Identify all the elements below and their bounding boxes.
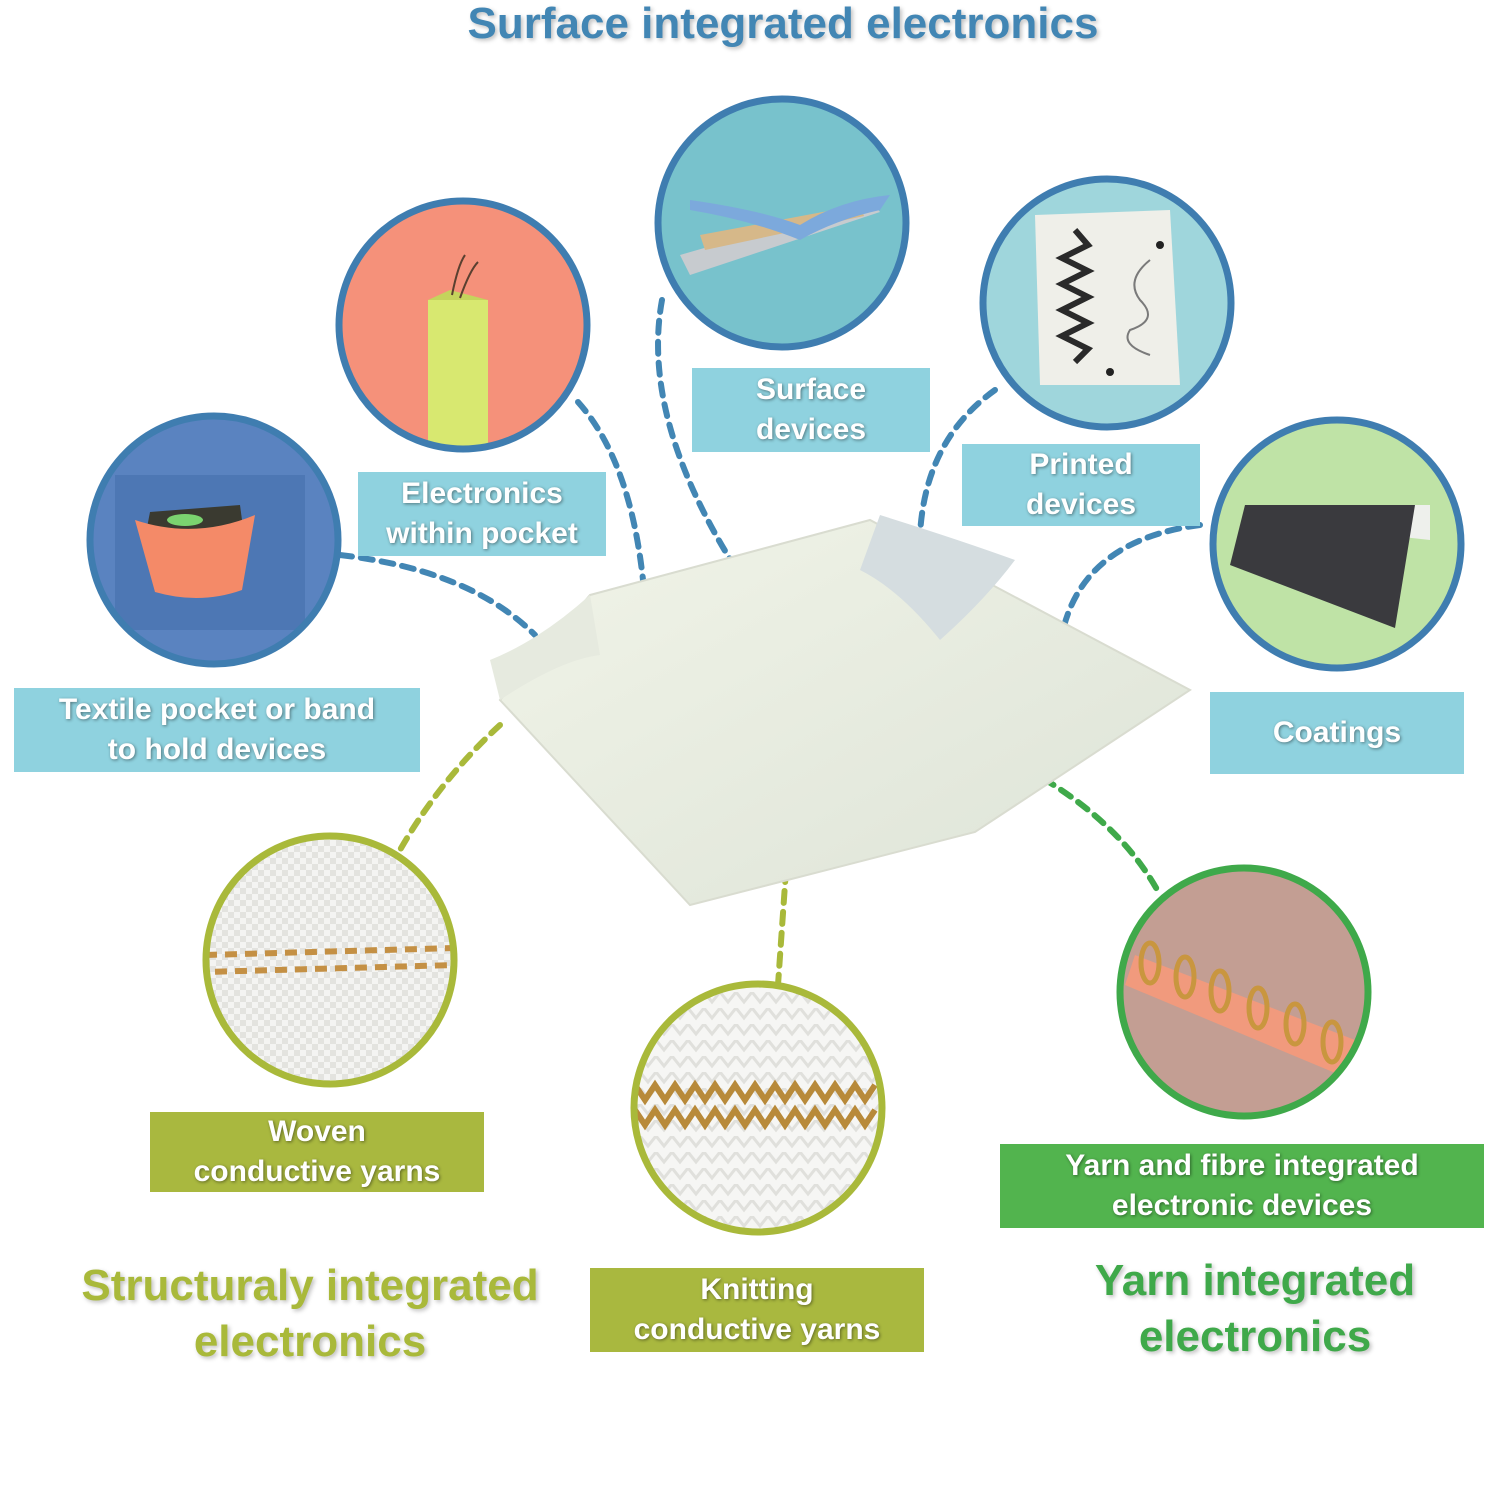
central-textile-sheet	[490, 515, 1192, 907]
yarn-title-line-1: Yarn integrated	[1094, 1256, 1416, 1305]
label-surface-line-2: devices	[755, 413, 867, 446]
label-yarn-fibre: Yarn and fibre integrated electronic dev…	[1000, 1144, 1484, 1228]
knitting-yarns-icon	[630, 980, 886, 1236]
label-printed-line-1: Printed	[1029, 448, 1133, 481]
structural-title-line-2: electronics	[193, 1317, 427, 1366]
yarn-title-line-2: electronics	[1138, 1312, 1372, 1361]
pocket-icon	[86, 412, 342, 668]
printed-devices-icon	[979, 175, 1235, 431]
connector-woven	[397, 722, 503, 853]
label-surface-devices: Surface devices	[692, 368, 930, 452]
electronics-within-pocket-icon	[335, 197, 591, 453]
label-surface-line-1: Surface	[755, 373, 867, 406]
surface-devices-icon	[654, 95, 910, 351]
label-electronics-within-pocket: Electronics within pocket	[358, 472, 606, 556]
structural-title-line-1: Structuraly integrated	[81, 1261, 539, 1310]
label-textile-pocket-line-1: Textile pocket or band	[58, 693, 376, 726]
label-printed-devices: Printed devices	[962, 444, 1200, 526]
connector-coatings	[1060, 522, 1203, 633]
label-knitting: Knitting conductive yarns	[590, 1268, 924, 1352]
yarn-integrated-title: Yarn integrated electronics	[1040, 1253, 1470, 1365]
connector-surface	[655, 297, 743, 578]
yarn-fibre-icon	[1116, 864, 1372, 1120]
label-knitting-line-1: Knitting	[700, 1273, 814, 1306]
label-coatings: Coatings	[1210, 692, 1464, 774]
structural-integrated-title: Structuraly integrated electronics	[40, 1258, 580, 1370]
connector-pocket	[337, 552, 538, 638]
woven-yarns-icon	[202, 832, 458, 1088]
label-coatings-text: Coatings	[1272, 716, 1402, 749]
label-within-line-2: within pocket	[386, 517, 578, 550]
connector-yarn	[1022, 765, 1163, 898]
surface-integrated-title: Surface integrated electronics	[467, 0, 1099, 48]
label-textile-pocket-line-2: to hold devices	[107, 733, 327, 766]
label-woven: Woven conductive yarns	[150, 1112, 484, 1192]
label-woven-line-1: Woven	[268, 1115, 366, 1148]
label-yarn-fibre-line-1: Yarn and fibre integrated	[1065, 1149, 1419, 1182]
label-knitting-line-2: conductive yarns	[633, 1313, 881, 1346]
label-printed-line-2: devices	[1025, 488, 1137, 521]
connector-knitting	[775, 867, 789, 988]
label-yarn-fibre-line-2: electronic devices	[1111, 1189, 1373, 1222]
label-within-line-1: Electronics	[401, 477, 563, 510]
connector-within	[575, 399, 646, 583]
coatings-icon	[1209, 416, 1465, 672]
connector-printed	[917, 387, 998, 538]
label-woven-line-2: conductive yarns	[193, 1155, 441, 1188]
label-textile-pocket: Textile pocket or band to hold devices	[14, 688, 420, 772]
